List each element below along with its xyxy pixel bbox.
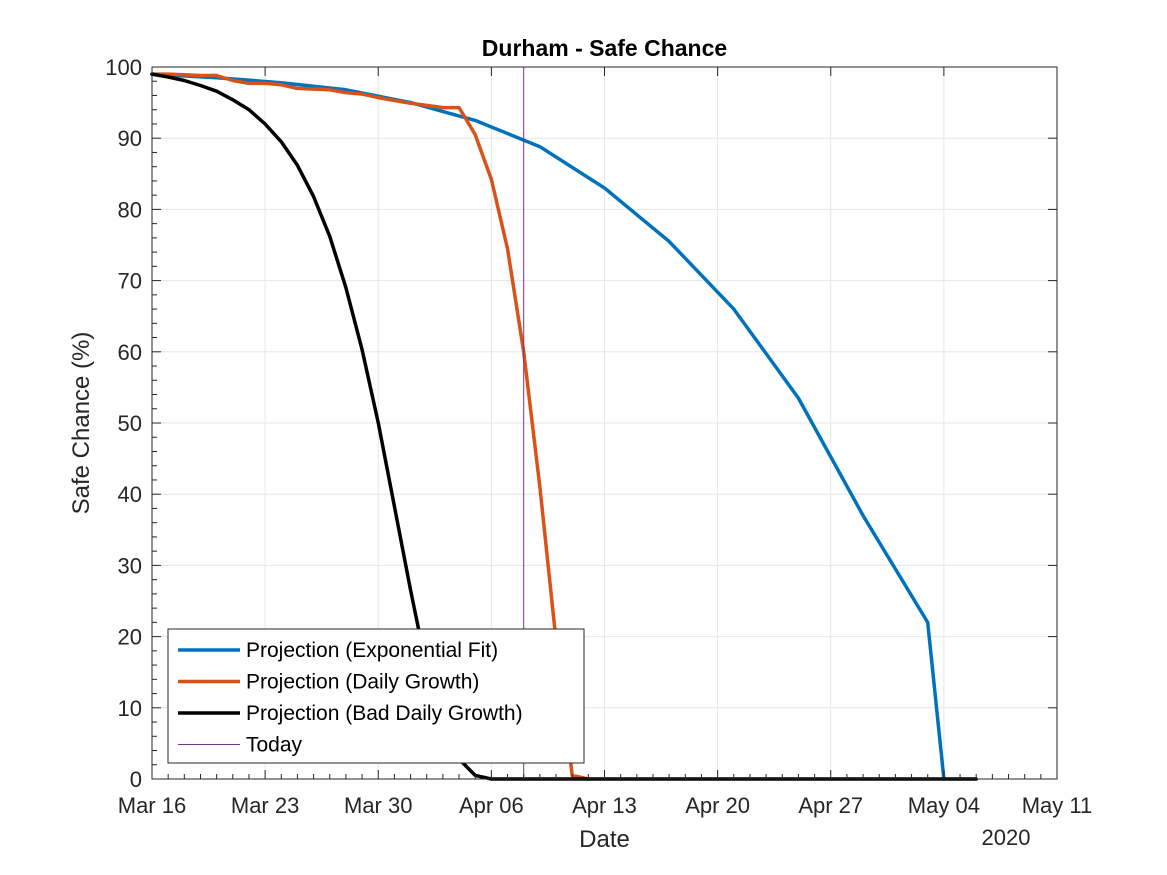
y-tick-label: 80 (118, 197, 142, 222)
chart-title: Durham - Safe Chance (482, 35, 727, 61)
legend-entry-3: Today (246, 734, 303, 757)
y-tick-label: 20 (118, 625, 142, 650)
x-tick-label: May 11 (1022, 793, 1093, 818)
y-tick-label: 60 (118, 340, 142, 365)
x-tick-label: Apr 13 (572, 793, 637, 818)
y-tick-label: 100 (105, 55, 142, 80)
y-tick-label: 50 (118, 411, 142, 436)
y-tick-label: 40 (118, 482, 142, 507)
x-tick-label: Mar 30 (344, 793, 412, 818)
legend-entry-1: Projection (Daily Growth) (246, 671, 479, 694)
x-tick-label: Apr 27 (798, 793, 863, 818)
y-tick-label: 70 (118, 269, 142, 294)
x-tick-label: Apr 06 (459, 793, 524, 818)
y-axis-label: Safe Chance (%) (68, 332, 95, 515)
legend: Projection (Exponential Fit) Projection (… (167, 628, 585, 764)
x-axis-year-label: 2020 (982, 825, 1031, 850)
series-line-1 (150, 72, 591, 781)
x-axis-label: Date (579, 826, 630, 853)
y-tick-label: 30 (118, 553, 142, 578)
legend-entry-2: Projection (Bad Daily Growth) (246, 702, 523, 725)
legend-entry-0: Projection (Exponential Fit) (246, 639, 498, 662)
series-line-0 (150, 72, 946, 781)
y-tick-label: 0 (130, 767, 142, 792)
ticks: Mar 16 Mar 23 Mar 30 Apr 06 Apr 13 Apr 20 Apr … (105, 55, 1092, 818)
grid (151, 66, 1058, 780)
x-tick-label: May 04 (908, 793, 980, 818)
y-tick-label: 10 (118, 696, 142, 721)
x-tick-label: Mar 23 (231, 793, 299, 818)
x-tick-label: Apr 20 (685, 793, 750, 818)
y-tick-label: 90 (118, 126, 142, 151)
x-tick-label: Mar 16 (118, 793, 186, 818)
